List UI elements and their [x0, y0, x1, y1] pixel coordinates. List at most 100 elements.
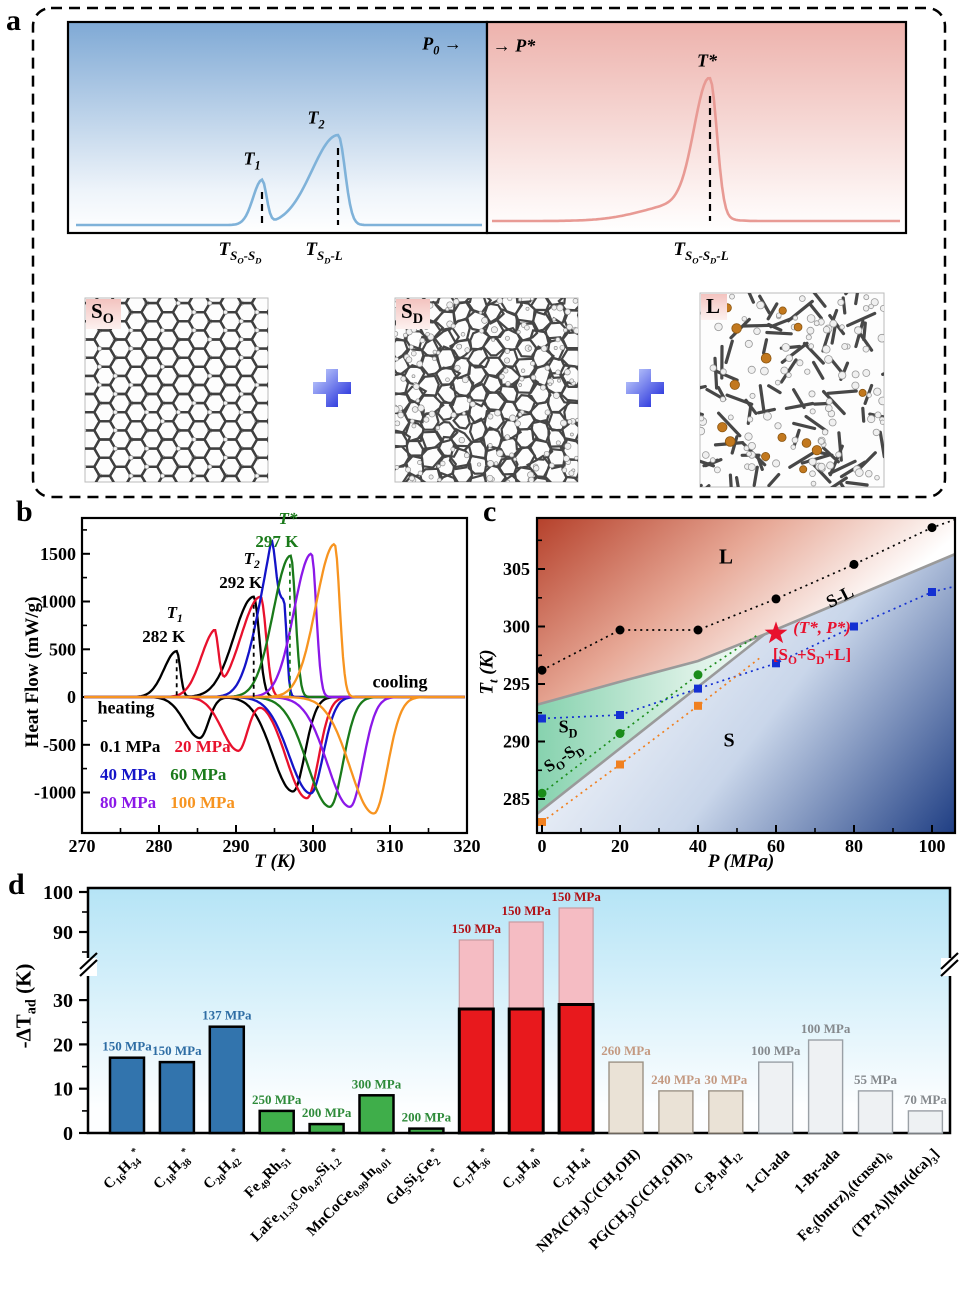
- b-plot-frame: [80, 516, 469, 835]
- bar-1: [158, 1060, 196, 1135]
- svg-text:100: 100: [43, 882, 73, 904]
- bar-pressure-label: 260 MPa: [601, 1043, 651, 1058]
- b-peak-name-0: T1: [166, 602, 183, 626]
- bar-10: [608, 1061, 644, 1134]
- peak-tstar-label: T*: [697, 50, 717, 71]
- svg-text:40: 40: [689, 836, 707, 856]
- transition-sd-l-label: TSD-L: [305, 238, 343, 266]
- dsc-schematic-blue-curve: [76, 133, 482, 227]
- panel-d-label: d: [8, 868, 25, 901]
- svg-text:500: 500: [49, 639, 76, 659]
- bar-5: [358, 1094, 395, 1135]
- panel-b-label: b: [16, 495, 33, 528]
- bar-12: [708, 1090, 744, 1134]
- b-peak-value-0: 282 K: [142, 627, 186, 647]
- bar-pressure-label: 150 MPa: [152, 1043, 202, 1058]
- bar-16: [907, 1110, 944, 1134]
- bar-pressure-label: 240 MPa: [651, 1072, 701, 1087]
- axis-break-icon: [79, 959, 98, 977]
- triple-point-label: (T*, P*): [793, 618, 851, 637]
- region-liquid-label: L: [718, 544, 734, 569]
- panel-b: 270 280 290 300 310 320 -1000 -500 0 500 1000 1500: [34, 516, 481, 856]
- panel-c: 0 20 40 60 80 100 285 290 295 300 305: [503, 516, 957, 856]
- bar-9: [557, 1003, 595, 1135]
- dsc-cooling-curve-100 MPa: [84, 695, 465, 815]
- c-x-axis-title: P (MPa): [707, 851, 775, 872]
- c-data-point: [694, 701, 702, 710]
- liquid-network-pattern: [700, 293, 884, 487]
- b-legend-entry: 100 MPa: [170, 793, 235, 812]
- b-x-axis-title: T (K): [254, 851, 296, 872]
- bar-extrapolated-8: [508, 921, 544, 1010]
- svg-text:90: 90: [53, 922, 73, 944]
- svg-text:0: 0: [67, 687, 76, 707]
- svg-text:0: 0: [538, 836, 547, 856]
- c-data-point: [849, 559, 859, 569]
- bar-13: [758, 1061, 794, 1134]
- bar-4: [308, 1122, 345, 1135]
- structure-so-tag: SO: [86, 299, 121, 330]
- triple-point-phases-label: [SO+SD+L]: [772, 644, 852, 668]
- svg-text:-500: -500: [43, 735, 76, 755]
- svg-text:80: 80: [845, 836, 863, 856]
- bar-pressure-label: 200 MPa: [302, 1105, 352, 1120]
- bar-6: [408, 1127, 445, 1135]
- svg-text:20: 20: [53, 1034, 73, 1056]
- panel-c-label: c: [483, 495, 497, 528]
- svg-text:300: 300: [503, 617, 530, 637]
- panel-a-label: a: [6, 4, 21, 37]
- transition-so-sd-l-label: TSO-SD-L: [673, 238, 729, 266]
- c-series-line-3: [541, 656, 761, 823]
- svg-text:100: 100: [919, 836, 946, 856]
- svg-text:10: 10: [53, 1079, 73, 1101]
- b-peak-name-2: T*: [278, 508, 298, 528]
- structure-sd-tag: SD: [396, 299, 430, 330]
- bar-pressure-label: 30 MPa: [704, 1072, 747, 1087]
- c-data-point: [537, 788, 547, 798]
- region-sd-label: SD: [558, 716, 578, 741]
- peak-t1-label: T1: [243, 148, 261, 173]
- bar-11: [658, 1090, 694, 1134]
- bar-pressure-label: 150 MPa: [102, 1039, 152, 1054]
- b-legend-row: 80 MPa 100 MPa: [100, 793, 249, 813]
- bar-pressure-label: 300 MPa: [352, 1076, 402, 1091]
- svg-text:280: 280: [146, 836, 173, 856]
- b-peak-name-1: T2: [243, 548, 260, 571]
- c-data-point: [772, 659, 780, 668]
- c-data-point: [927, 523, 937, 533]
- c-data-point: [538, 714, 546, 723]
- d-y-axis-title: -ΔTad (K): [11, 963, 40, 1049]
- c-y-axis-title: Tt (K): [476, 649, 501, 695]
- c-data-point: [615, 729, 625, 738]
- bar-pressure-label: 150 MPa: [452, 921, 502, 936]
- transition-so-sd-label: TSO-SD: [218, 238, 262, 266]
- bar-pressure-label: 55 MPa: [854, 1072, 897, 1087]
- svg-text:270: 270: [69, 836, 96, 856]
- so-sd-boundary-line: [537, 633, 766, 816]
- dsc-schematic-red-curve: [492, 76, 900, 223]
- b-legend-entry: 0.1 MPa: [100, 737, 161, 756]
- svg-text:285: 285: [503, 789, 530, 809]
- panel-a: [31, 6, 947, 499]
- peak-t2-label: T2: [307, 107, 325, 132]
- disordered-lattice-pattern: [395, 298, 578, 482]
- c-data-point: [616, 760, 624, 769]
- bar-pressure-label: 150 MPa: [501, 903, 551, 918]
- c-data-point: [850, 622, 858, 631]
- plus-icon: [626, 369, 664, 407]
- c-data-point: [693, 670, 703, 680]
- b-legend-row: 0.1 MPa 20 MPa: [100, 737, 245, 757]
- c-data-point: [616, 711, 624, 719]
- svg-text:0: 0: [63, 1123, 73, 1145]
- bar-14: [807, 1039, 844, 1134]
- plus-icon: [313, 369, 351, 407]
- c-data-point: [771, 594, 781, 604]
- svg-text:295: 295: [503, 674, 530, 694]
- b-legend-entry: 40 MPa: [100, 765, 157, 784]
- svg-text:1000: 1000: [40, 592, 76, 612]
- svg-text:300: 300: [300, 836, 327, 856]
- axis-break-icon: [940, 959, 959, 977]
- c-series-line-2: [541, 634, 757, 794]
